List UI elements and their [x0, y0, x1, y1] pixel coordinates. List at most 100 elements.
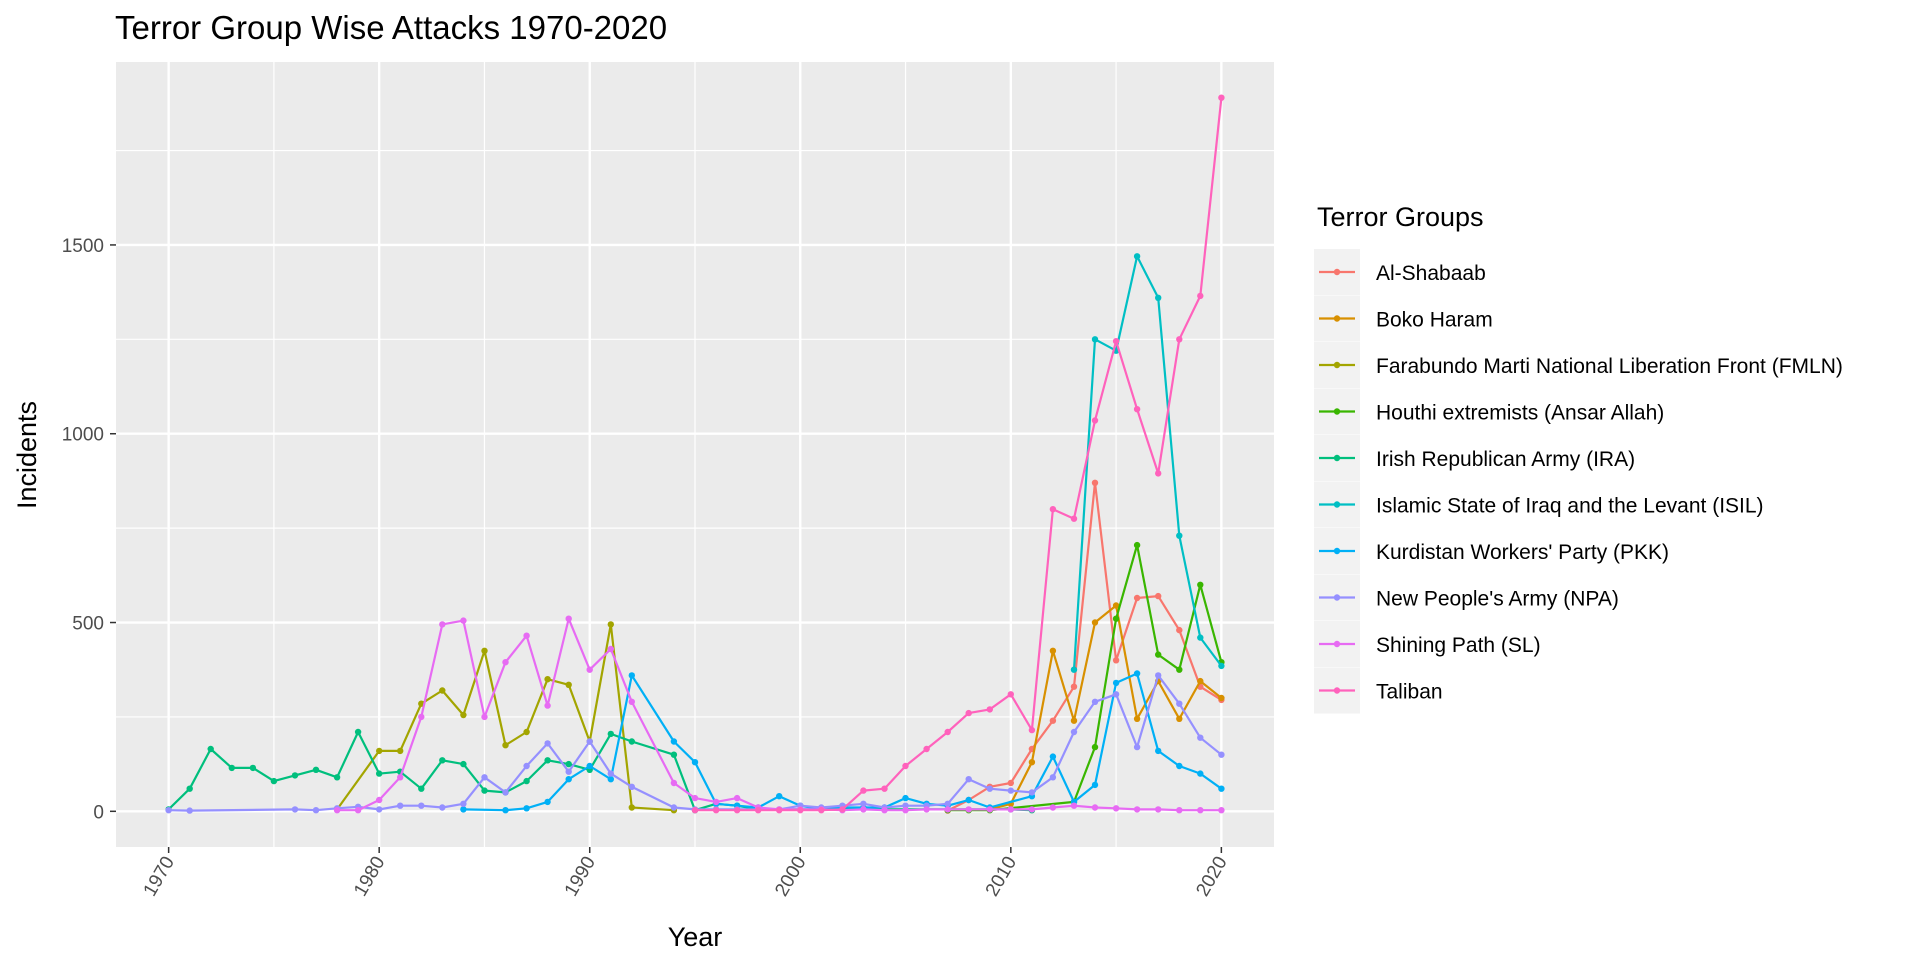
data-point — [565, 776, 572, 783]
grid-major — [116, 62, 1274, 847]
data-point — [1049, 753, 1057, 760]
data-point — [418, 785, 425, 792]
x-tick-label: 1980 — [350, 853, 389, 900]
data-point — [965, 709, 972, 717]
legend-item-new-people-s-army-npa: New People's Army (NPA) — [1314, 574, 1619, 621]
data-point — [607, 770, 614, 777]
y-tick-label: 1000 — [62, 425, 104, 446]
data-point — [733, 807, 741, 814]
y-axis-title: Incidents — [12, 401, 42, 509]
data-point — [1155, 294, 1162, 301]
data-point — [376, 770, 383, 777]
data-point — [439, 687, 446, 694]
series-line — [947, 481, 1222, 812]
data-point — [1049, 506, 1057, 513]
data-point — [376, 747, 383, 755]
data-point — [586, 738, 593, 745]
x-tick-label: 2010 — [982, 853, 1021, 900]
data-point — [1112, 805, 1120, 812]
data-point — [1007, 787, 1014, 794]
legend-key-point — [1333, 315, 1341, 322]
data-point — [460, 617, 467, 624]
legend-item-houthi-extremists-ansar-allah: Houthi extremists (Ansar Allah) — [1314, 388, 1664, 435]
data-point — [565, 760, 572, 768]
data-point — [1176, 626, 1183, 634]
data-point — [1155, 806, 1162, 813]
data-point — [839, 806, 846, 813]
data-point — [481, 713, 488, 721]
data-point — [312, 807, 320, 814]
data-point — [502, 659, 509, 666]
data-point — [439, 757, 446, 764]
data-point — [481, 647, 488, 654]
data-point — [312, 766, 320, 773]
data-point — [1218, 662, 1225, 670]
data-point — [1176, 666, 1183, 673]
data-point — [186, 785, 193, 792]
data-point — [1070, 802, 1078, 809]
data-point — [776, 807, 783, 814]
data-point — [418, 713, 425, 721]
legend-label: Islamic State of Iraq and the Levant (IS… — [1376, 495, 1764, 518]
data-point — [691, 807, 699, 814]
data-point — [523, 762, 530, 770]
data-point — [460, 800, 467, 807]
data-point — [376, 806, 383, 813]
x-axis-ticks: 1970 1980 1990 2000 2010 2020 — [140, 847, 1232, 900]
data-point — [1176, 700, 1183, 707]
legend: Al-Shabaab Boko Haram Farabundo Marti Nati… — [1314, 249, 1843, 714]
data-point — [1091, 479, 1099, 486]
data-point — [523, 777, 530, 785]
data-point — [354, 807, 362, 814]
data-point — [1070, 717, 1078, 724]
data-point — [1133, 743, 1141, 751]
data-point — [1049, 717, 1057, 724]
data-point — [1070, 728, 1078, 736]
x-tick-label: 1970 — [140, 853, 179, 900]
x-tick-label: 1990 — [561, 853, 600, 900]
data-point — [586, 762, 593, 770]
legend-key-point — [1333, 640, 1341, 648]
data-point — [1176, 762, 1183, 770]
data-point — [1218, 785, 1225, 792]
data-point — [902, 794, 909, 802]
legend-label: Taliban — [1376, 681, 1443, 704]
legend-item-taliban: Taliban — [1314, 667, 1443, 714]
data-point — [902, 762, 909, 770]
data-point — [860, 787, 867, 794]
data-point — [460, 806, 467, 813]
data-point — [1007, 806, 1014, 813]
data-point — [1028, 759, 1036, 766]
data-point — [628, 738, 635, 745]
data-point — [712, 807, 720, 814]
data-point — [965, 806, 972, 813]
data-point — [1218, 751, 1225, 758]
data-point — [397, 802, 404, 809]
data-point — [1197, 677, 1204, 685]
data-point — [944, 728, 951, 736]
data-point — [628, 783, 635, 790]
data-point — [1133, 594, 1141, 602]
x-tick-label: 2020 — [1192, 853, 1231, 900]
data-point — [333, 807, 341, 814]
data-point — [1091, 743, 1099, 751]
series-taliban — [691, 94, 1225, 814]
series-islamic-state-of-iraq-and-the-levant-isil — [1070, 253, 1225, 673]
data-point — [1197, 634, 1204, 641]
data-point — [1197, 734, 1204, 741]
data-point — [1049, 647, 1057, 654]
data-point — [565, 681, 572, 688]
legend-key-point — [1333, 594, 1341, 601]
data-point — [1176, 807, 1183, 814]
data-point — [670, 804, 678, 811]
data-point — [670, 738, 678, 745]
data-point — [1155, 470, 1162, 477]
legend-label: Irish Republican Army (IRA) — [1376, 448, 1635, 471]
grid-minor — [116, 62, 1274, 847]
data-point — [418, 802, 425, 809]
data-point — [1070, 515, 1078, 522]
data-point — [776, 793, 783, 800]
data-point — [1007, 779, 1014, 787]
data-point — [607, 645, 614, 653]
